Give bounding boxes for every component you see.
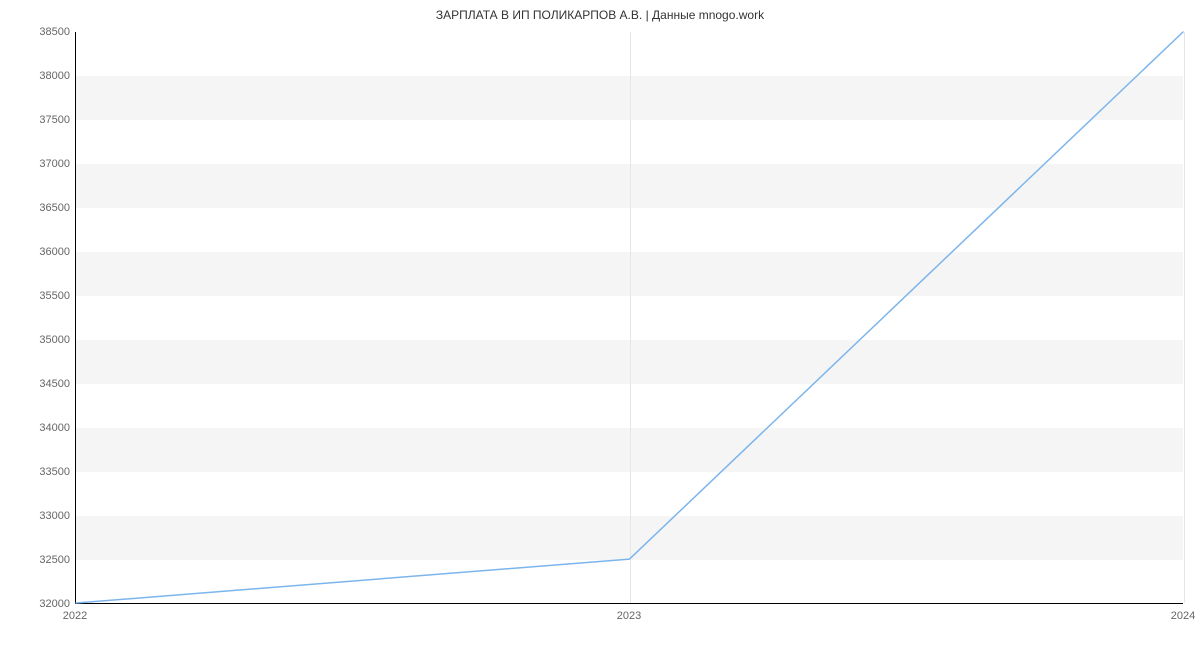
- x-tick-label: 2024: [1171, 610, 1195, 622]
- y-tick-label: 32500: [10, 554, 70, 566]
- chart-svg: [76, 32, 1183, 603]
- chart-title: ЗАРПЛАТА В ИП ПОЛИКАРПОВ А.В. | Данные m…: [0, 8, 1200, 22]
- y-tick-label: 35000: [10, 334, 70, 346]
- y-tick-label: 36500: [10, 202, 70, 214]
- y-tick-label: 34500: [10, 378, 70, 390]
- y-tick-label: 37000: [10, 158, 70, 170]
- series-salary: [76, 32, 1183, 603]
- y-tick-label: 33000: [10, 510, 70, 522]
- y-tick-label: 38500: [10, 26, 70, 38]
- x-tick-label: 2023: [617, 610, 641, 622]
- y-tick-label: 35500: [10, 290, 70, 302]
- plot-area: [75, 32, 1183, 604]
- y-tick-label: 37500: [10, 114, 70, 126]
- y-tick-label: 34000: [10, 422, 70, 434]
- grid-line-vertical: [1184, 32, 1185, 603]
- y-tick-label: 38000: [10, 70, 70, 82]
- y-tick-label: 33500: [10, 466, 70, 478]
- x-tick-label: 2022: [63, 610, 87, 622]
- y-tick-label: 36000: [10, 246, 70, 258]
- y-tick-label: 32000: [10, 598, 70, 610]
